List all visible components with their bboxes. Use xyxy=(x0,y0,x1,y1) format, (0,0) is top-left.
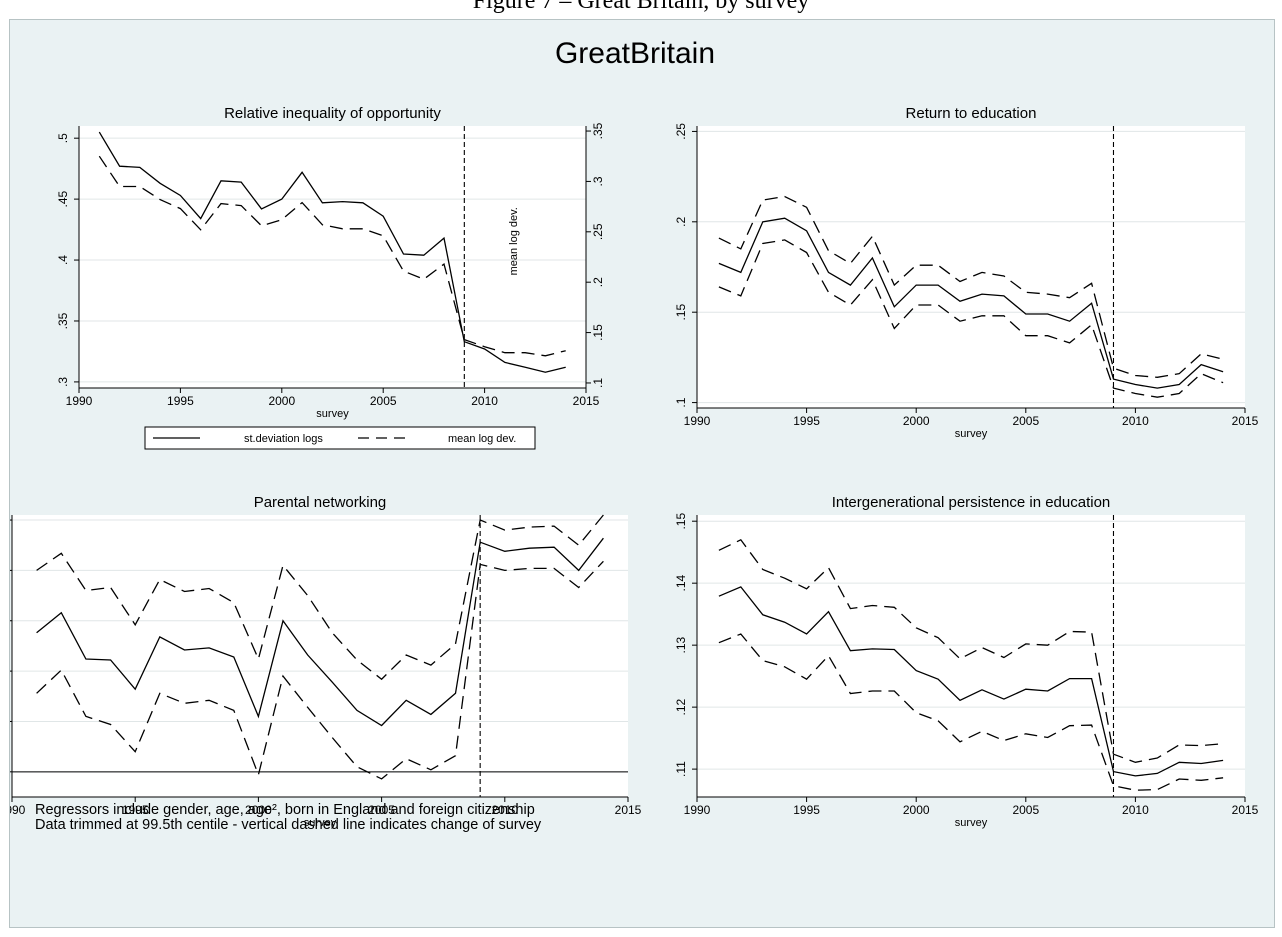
plot-area xyxy=(697,515,1245,797)
x-tick-label: 2010 xyxy=(1122,803,1149,817)
series-line-lower-bound xyxy=(36,560,604,780)
y-tick-label: .3 xyxy=(56,377,70,387)
y2-tick-label: .3 xyxy=(591,176,605,186)
y-tick-label: .11 xyxy=(674,761,688,777)
y-tick-label: .45 xyxy=(56,190,70,207)
chart-parental-networking: Parental networking0.005.01.015.02.02519… xyxy=(10,494,642,829)
x-tick-label: 1990 xyxy=(684,803,711,817)
chart-title: Parental networking xyxy=(254,494,387,511)
y2-tick-label: .2 xyxy=(591,277,605,287)
series-line-upper-bound xyxy=(718,195,1224,378)
graph-region: GreatBritain Relative inequality of oppo… xyxy=(9,19,1275,928)
main-title: GreatBritain xyxy=(555,37,715,70)
y-tick-label: .13 xyxy=(674,636,688,653)
x-tick-label: 2000 xyxy=(903,803,930,817)
chart-title: Relative inequality of opportunity xyxy=(224,105,441,122)
series-line-estimate xyxy=(718,586,1224,777)
y2-tick-label: .15 xyxy=(591,324,605,341)
y-tick-label: .14 xyxy=(674,575,688,592)
x-tick-label: 1995 xyxy=(167,394,194,408)
x-tick-label: 1995 xyxy=(793,803,820,817)
x-tick-label: 2000 xyxy=(903,414,930,428)
series-line-st-deviation-logs xyxy=(98,131,566,373)
y-tick-label: .25 xyxy=(674,123,688,140)
legend-dashed-label: mean log dev. xyxy=(448,433,516,445)
legend-solid-label: st.deviation logs xyxy=(244,433,323,445)
legend: st.deviation logs mean log dev. xyxy=(144,426,536,450)
chart-title: Intergenerational persistence in educati… xyxy=(832,494,1111,511)
y-tick-label: .35 xyxy=(56,312,70,329)
series-line-estimate xyxy=(36,537,604,727)
series-line-upper-bound xyxy=(718,538,1224,763)
series-line-estimate xyxy=(718,217,1224,389)
y-tick-label: .5 xyxy=(56,133,70,143)
x-tick-label: 1995 xyxy=(122,803,149,817)
y-tick-label: .12 xyxy=(674,698,688,715)
y2-tick-label: .1 xyxy=(591,378,605,388)
y2-tick-label: .35 xyxy=(591,122,605,139)
plot-area xyxy=(697,126,1245,408)
x-tick-label: 2005 xyxy=(370,394,397,408)
x-axis-label: survey xyxy=(304,817,337,829)
chart-return-to-education: Return to education .1 .15 .2 .25 1990 1995 200… xyxy=(674,105,1259,440)
plot-area xyxy=(79,126,586,388)
y2-axis-label: mean log dev. xyxy=(508,207,520,275)
x-tick-label: 2010 xyxy=(471,394,498,408)
x-tick-label: 1990 xyxy=(684,414,711,428)
y-tick-label: .2 xyxy=(674,216,688,226)
x-tick-label: 1995 xyxy=(793,414,820,428)
series-line-lower-bound xyxy=(718,633,1224,791)
chart-relative-inequality: Relative inequality of opportunity .3 .35.… xyxy=(56,105,605,420)
x-axis-label: survey xyxy=(955,428,988,440)
footnote-1: Regressors include gender, age, age², bo… xyxy=(35,802,535,818)
x-tick-label: 2005 xyxy=(368,803,395,817)
x-tick-label: 2010 xyxy=(1122,414,1149,428)
y-tick-label: .1 xyxy=(674,397,688,407)
plot-area xyxy=(12,515,628,797)
x-axis-label: survey xyxy=(955,817,988,829)
x-tick-label: 2015 xyxy=(1232,803,1259,817)
x-tick-label: 2015 xyxy=(1232,414,1259,428)
series-line-lower-bound xyxy=(718,239,1224,398)
x-tick-label: 2005 xyxy=(1012,803,1039,817)
chart-canvas: GreatBritain Relative inequality of oppo… xyxy=(10,37,1259,833)
x-tick-label: 2005 xyxy=(1012,414,1039,428)
x-tick-label: 2000 xyxy=(245,803,272,817)
x-tick-label: 2015 xyxy=(615,803,642,817)
x-tick-label: 1990 xyxy=(66,394,93,408)
x-axis-label: survey xyxy=(316,408,349,420)
chart-title: Return to education xyxy=(906,105,1037,122)
y-tick-label: .15 xyxy=(674,513,688,530)
figure-caption: Figure 7 – Great Britain, by survey xyxy=(472,0,810,14)
x-tick-label: 2010 xyxy=(491,803,518,817)
y-tick-label: .15 xyxy=(674,304,688,321)
x-tick-label: 2015 xyxy=(573,394,600,408)
y2-tick-label: .25 xyxy=(591,223,605,240)
x-tick-label: 1990 xyxy=(10,803,26,817)
chart-intergenerational-persistence: Intergenerational persistence in educati… xyxy=(674,494,1259,829)
y-tick-label: .4 xyxy=(56,255,70,265)
legend-box xyxy=(144,426,536,450)
series-line-mean-log-dev- xyxy=(98,155,566,357)
footnote-2: Data trimmed at 99.5th centile - vertica… xyxy=(35,817,542,833)
x-tick-label: 2000 xyxy=(268,394,295,408)
